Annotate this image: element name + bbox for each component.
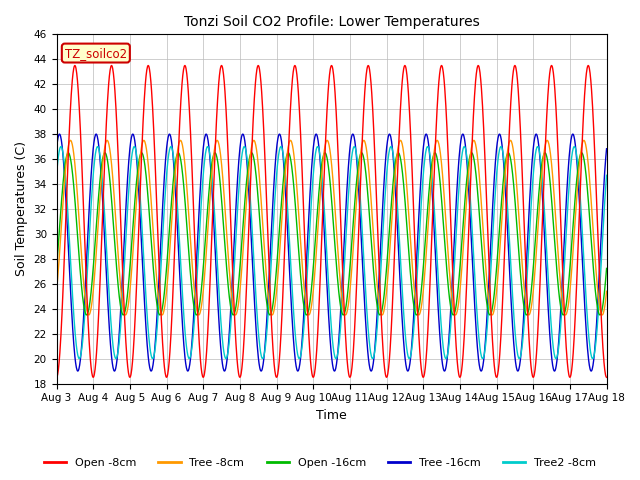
Tree -8cm — [67, 137, 74, 143]
Tree2 -8cm — [603, 172, 611, 178]
Open -16cm — [596, 312, 604, 318]
Open -16cm — [118, 310, 125, 315]
Tree -16cm — [95, 150, 103, 156]
Line: Open -16cm: Open -16cm — [56, 153, 607, 315]
Title: Tonzi Soil CO2 Profile: Lower Temperatures: Tonzi Soil CO2 Profile: Lower Temperatur… — [184, 15, 479, 29]
Open -16cm — [95, 183, 103, 189]
Open -8cm — [95, 293, 103, 299]
Tree2 -8cm — [308, 196, 316, 202]
Open -8cm — [603, 374, 611, 380]
Open -8cm — [52, 374, 60, 380]
Tree -8cm — [287, 137, 294, 143]
Tree -8cm — [118, 296, 125, 301]
Tree -16cm — [298, 344, 305, 349]
Line: Tree -8cm: Tree -8cm — [56, 140, 607, 315]
Tree2 -8cm — [366, 344, 374, 350]
Open -8cm — [71, 62, 79, 68]
Legend: Open -8cm, Tree -8cm, Open -16cm, Tree -16cm, Tree2 -8cm: Open -8cm, Tree -8cm, Open -16cm, Tree -… — [39, 453, 601, 472]
Tree -16cm — [308, 166, 316, 172]
Tree2 -8cm — [298, 347, 305, 353]
Open -16cm — [308, 285, 316, 290]
Open -16cm — [366, 219, 374, 225]
Tree2 -8cm — [57, 144, 65, 149]
Line: Open -8cm: Open -8cm — [56, 65, 607, 377]
Tree2 -8cm — [589, 356, 596, 361]
Tree -16cm — [603, 146, 611, 152]
Line: Tree -16cm: Tree -16cm — [56, 134, 607, 371]
Tree2 -8cm — [287, 252, 294, 258]
Tree -8cm — [95, 203, 103, 208]
Tree -8cm — [52, 288, 60, 294]
Text: TZ_soilco2: TZ_soilco2 — [65, 47, 127, 60]
Open -8cm — [298, 156, 305, 162]
Tree -16cm — [366, 365, 374, 371]
Open -8cm — [118, 249, 125, 254]
Tree2 -8cm — [95, 149, 103, 155]
Open -8cm — [366, 69, 374, 75]
Tree -16cm — [287, 282, 294, 288]
Open -8cm — [308, 368, 316, 374]
Tree -8cm — [308, 302, 316, 308]
X-axis label: Time: Time — [316, 409, 347, 422]
Tree -8cm — [298, 254, 305, 260]
Tree -16cm — [52, 146, 60, 152]
Open -16cm — [65, 150, 72, 156]
Tree2 -8cm — [52, 172, 60, 178]
Tree -16cm — [118, 286, 125, 291]
Open -16cm — [603, 265, 611, 271]
Open -16cm — [287, 155, 294, 160]
Line: Tree2 -8cm: Tree2 -8cm — [56, 146, 607, 359]
Tree2 -8cm — [118, 306, 125, 312]
Open -16cm — [298, 284, 305, 290]
Open -8cm — [287, 109, 294, 115]
Y-axis label: Soil Temperatures (C): Soil Temperatures (C) — [15, 142, 28, 276]
Tree -16cm — [56, 131, 63, 137]
Tree -8cm — [603, 288, 611, 294]
Tree -8cm — [366, 180, 374, 186]
Open -16cm — [52, 265, 60, 271]
Tree -8cm — [598, 312, 606, 318]
Tree -16cm — [588, 368, 595, 374]
